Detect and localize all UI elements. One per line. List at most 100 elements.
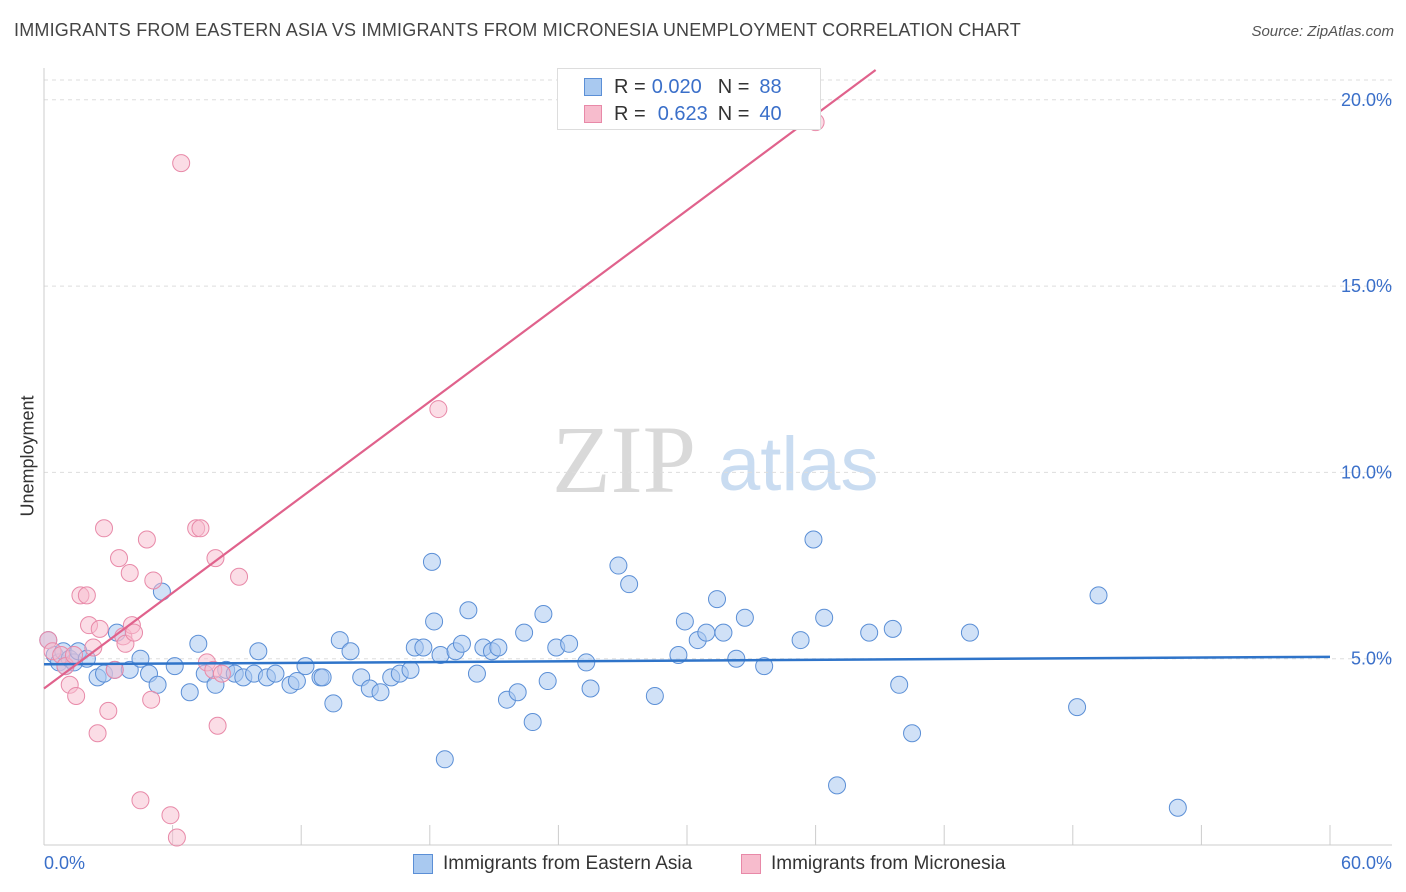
x-tick-labels: 0.0% 60.0% [44,853,1392,873]
eastern-asia-point [755,657,774,676]
eastern-asia-point [467,664,486,683]
eastern-asia-point [1089,586,1108,605]
eastern-asia-trendline [43,655,1331,666]
eastern-asia-point [669,645,688,664]
eastern-asia-point [1068,698,1087,717]
micronesia-point [142,690,161,709]
eastern-asia-point [459,601,478,620]
micronesia-point [208,716,227,735]
legend-label: Immigrants from Micronesia [771,853,1006,874]
micronesia-point [110,549,129,568]
eastern-asia-point [313,668,332,687]
eastern-asia-point [489,638,508,657]
eastern-asia-points [39,530,1187,817]
eastern-asia-point [148,675,167,694]
eastern-asia-point [883,619,902,638]
source-label: Source: ZipAtlas.com [1251,23,1394,40]
n-value: 88 [759,75,782,98]
n-label: N = [717,75,750,98]
eastern-asia-point [620,575,639,594]
correlation-stats-box: R = 0.020 N = 88 R = 0.623 N = 40 [557,68,821,130]
micronesia-point [95,519,114,538]
watermark-zip: ZIP [552,406,696,513]
micronesia-point [125,623,144,642]
eastern-asia-point [341,642,360,661]
eastern-asia-point [425,612,444,631]
eastern-asia-point [435,750,454,769]
micronesia-point [206,549,225,568]
legend-swatch-pink [741,854,761,874]
eastern-asia-point [296,657,315,676]
r-label: R = [614,75,646,98]
eastern-asia-point [791,631,810,650]
micronesia-point [120,564,139,583]
eastern-asia-point [422,552,441,571]
legend-label: Immigrants from Eastern Asia [443,853,693,874]
eastern-asia-point [609,556,628,575]
micronesia-point [105,660,124,679]
legend-swatch-blue [413,854,433,874]
y-tick-label: 5.0% [1351,649,1392,669]
micronesia-point [212,664,231,683]
legend-item-eastern-asia[interactable]: Immigrants from Eastern Asia [413,852,692,876]
pink-swatch [584,105,602,123]
n-value: 40 [759,102,782,125]
micronesia-point [230,567,249,586]
y-tick-labels: 5.0% 10.0% 15.0% 20.0% [1341,90,1392,669]
micronesia-point [67,686,86,705]
eastern-asia-point [266,664,285,683]
micronesia-point [90,619,109,638]
eastern-asia-point [727,649,746,668]
eastern-asia-point [371,683,390,702]
eastern-asia-point [324,694,343,713]
eastern-asia-point [815,608,834,627]
eastern-asia-point [330,631,349,650]
eastern-asia-point [804,530,823,549]
micronesia-point [88,724,107,743]
micronesia-point [137,530,156,549]
eastern-asia-point [180,683,199,702]
eastern-asia-point [538,672,557,691]
eastern-asia-point [523,713,542,732]
stats-row-micronesia: R = 0.623 N = 40 [584,101,782,127]
micronesia-point [191,519,210,538]
eastern-asia-point [697,623,716,642]
eastern-asia-point [645,686,664,705]
eastern-asia-point [249,642,268,661]
eastern-asia-point [735,608,754,627]
blue-swatch [584,78,602,96]
micronesia-point [167,828,186,847]
eastern-asia-point [189,634,208,653]
y-tick-label: 10.0% [1341,462,1392,482]
eastern-asia-point [560,634,579,653]
r-value: 0.020 [651,75,702,98]
micronesia-point [161,806,180,825]
micronesia-points [39,90,825,847]
eastern-asia-point [515,623,534,642]
eastern-asia-point [165,657,184,676]
micronesia-point [99,701,118,720]
eastern-asia-point [828,776,847,795]
micronesia-point [77,586,96,605]
eastern-asia-point [860,623,879,642]
y-tick-label: 15.0% [1341,276,1392,296]
eastern-asia-point [581,679,600,698]
micronesia-point [144,571,163,590]
eastern-asia-point [508,683,527,702]
chart-title: IMMIGRANTS FROM EASTERN ASIA VS IMMIGRAN… [14,20,1021,40]
eastern-asia-point [414,638,433,657]
x-tick-label: 60.0% [1341,853,1392,873]
eastern-asia-point [1168,798,1187,817]
eastern-asia-point [675,612,694,631]
r-value: 0.623 [657,102,708,125]
eastern-asia-point [890,675,909,694]
eastern-asia-point [401,660,420,679]
eastern-asia-point [534,604,553,623]
micronesia-point [429,400,448,419]
micronesia-point [131,791,150,810]
eastern-asia-point [452,634,471,653]
eastern-asia-point [287,672,306,691]
eastern-asia-point [903,724,922,743]
legend-item-micronesia[interactable]: Immigrants from Micronesia [741,852,1005,876]
